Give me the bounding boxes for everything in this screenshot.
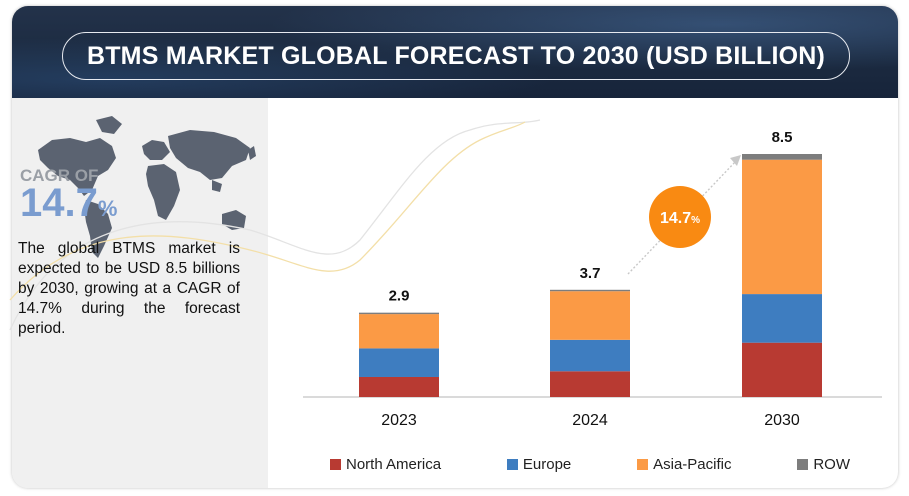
growth-arrow (627, 155, 741, 275)
world-map-icon (38, 116, 256, 258)
cagr-badge-unit: % (691, 215, 700, 226)
chart-legend: North America Europe Asia-Pacific ROW (330, 456, 850, 473)
decorative-curves (9, 119, 541, 331)
market-description: The global BTMS market is expected to be… (18, 240, 240, 337)
legend-item-europe: Europe (506, 456, 572, 473)
bar-2024-north-america (550, 371, 630, 397)
legend-label-row: ROW (813, 456, 850, 473)
cagr-label: CAGR OF (20, 166, 99, 185)
x-tick-labels-layer: 2023 2024 2030 (381, 412, 800, 429)
bar-2023-asia-pacific (359, 314, 439, 349)
x-tick-label-2030: 2030 (764, 412, 800, 429)
legend-item-row: ROW (797, 456, 850, 473)
cagr-badge-value: 14.7 (660, 210, 691, 227)
x-tick-label-2024: 2024 (572, 412, 608, 429)
legend-label-europe: Europe (522, 456, 572, 473)
legend-item-north-america: North America (330, 456, 441, 473)
bar-2030-europe (742, 294, 822, 343)
total-label-2023: 2.9 (389, 288, 410, 305)
legend-swatch-europe (506, 459, 518, 470)
svg-text:14.7%: 14.7% (660, 210, 700, 227)
cagr-badge: 14.7% (649, 186, 711, 248)
chart-title: BTMS MARKET GLOBAL FORECAST TO 2030 (USD… (62, 32, 850, 80)
header-glow (12, 6, 898, 98)
legend-label-asia-pacific: Asia-Pacific (653, 456, 732, 473)
x-tick-label-2023: 2023 (381, 412, 417, 429)
legend-swatch-north-america (330, 459, 341, 470)
legend-item-asia-pacific: Asia-Pacific (637, 456, 731, 473)
bar-2023-europe (359, 348, 439, 377)
bar-2024-asia-pacific (550, 291, 630, 340)
cagr-value-number: 14.7 (20, 181, 98, 225)
bar-2030-row (742, 154, 822, 160)
bar-2030-asia-pacific (742, 159, 822, 295)
bars-layer (359, 154, 822, 397)
legend-swatch-asia-pacific (637, 459, 649, 470)
header-banner: BTMS MARKET GLOBAL FORECAST TO 2030 (USD… (12, 6, 898, 98)
legend-swatch-row (797, 459, 809, 470)
legend-label-north-america: North America (346, 456, 442, 473)
cagr-value-unit: % (97, 196, 118, 221)
bar-2023-row (359, 312, 439, 315)
cagr-value: 14.7% (20, 181, 117, 226)
bar-2023-north-america (359, 376, 439, 397)
bar-2024-europe (550, 339, 630, 372)
bar-2030-north-america (742, 342, 822, 397)
total-label-2024: 3.7 (580, 265, 601, 282)
total-labels-layer: 2.9 3.7 8.5 (389, 129, 793, 305)
bar-2024-row (550, 289, 630, 292)
total-label-2030: 8.5 (772, 129, 793, 146)
